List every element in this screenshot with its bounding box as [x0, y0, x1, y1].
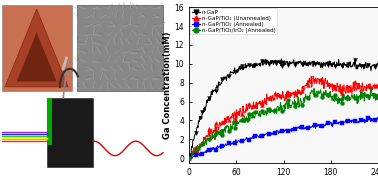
- FancyBboxPatch shape: [46, 98, 93, 167]
- FancyBboxPatch shape: [2, 5, 71, 90]
- Y-axis label: Ga Concentration(mM): Ga Concentration(mM): [163, 31, 172, 139]
- Bar: [46, 98, 51, 145]
- Polygon shape: [17, 33, 57, 81]
- FancyBboxPatch shape: [76, 5, 163, 90]
- Polygon shape: [5, 9, 68, 87]
- Legend: n-GaP, n-GaP/TiO₂ (Unannealed), n-GaP/TiO₂ (Annealed), n-GaP/TiO₂/IrO₂ (Annealed: n-GaP, n-GaP/TiO₂ (Unannealed), n-GaP/Ti…: [190, 8, 277, 34]
